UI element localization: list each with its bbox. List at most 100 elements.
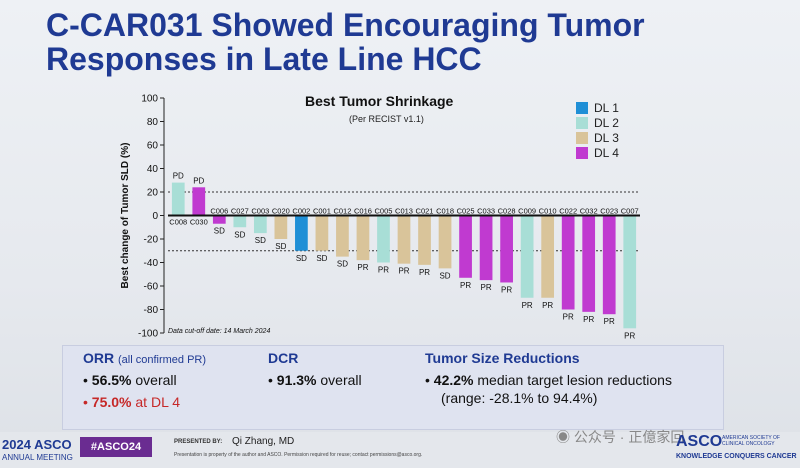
y-tick-label: -80: [144, 305, 159, 316]
y-tick-label: -40: [144, 258, 159, 269]
bar-id-label: C021: [416, 207, 434, 216]
bar-response-label: PD: [173, 172, 184, 181]
orr-dl4-label: at DL 4: [135, 394, 181, 410]
bar: [500, 215, 513, 283]
bar-id-label: C001: [313, 207, 331, 216]
bar: [212, 215, 226, 224]
chart-legend: DL 1 DL 2 DL 3 DL 4: [576, 100, 619, 160]
orr-overall-label: overall: [135, 372, 177, 388]
bar-response-label: PR: [398, 267, 409, 276]
bar-response-label: PR: [501, 285, 512, 294]
bar-id-label: C016: [354, 207, 372, 216]
presenter-name: Qi Zhang, MD: [232, 436, 295, 447]
legend-item-dl4: DL 4: [576, 145, 619, 160]
bar-id-label: C027: [231, 207, 249, 216]
bar-response-label: SD: [234, 230, 245, 239]
y-tick-label: 100: [141, 94, 158, 105]
bar-id-label: C013: [395, 207, 413, 216]
bar: [582, 215, 596, 312]
orr-block: ORR (all confirmed PR) • 56.5% overall •…: [83, 350, 206, 410]
y-tick-label: -100: [138, 329, 158, 340]
bar-response-label: PR: [419, 268, 430, 277]
bar-id-label: C032: [580, 207, 598, 216]
bar: [274, 215, 288, 239]
slide-title-line2: Responses in Late Line HCC: [46, 41, 482, 77]
bar-id-label: C010: [539, 207, 557, 216]
orr-overall: • 56.5% overall: [83, 372, 177, 388]
meeting-brand: ASCO: [34, 437, 72, 452]
watermark: ◉ 公众号 · 正億家回: [556, 427, 684, 447]
asco-logo: ASCO: [676, 433, 723, 450]
orr-dl4: • 75.0% at DL 4: [83, 394, 181, 410]
y-tick-label: 0: [152, 211, 158, 222]
bar-id-label: C018: [436, 207, 454, 216]
legend-label-dl4: DL 4: [594, 145, 619, 160]
bar-id-label: C023: [600, 207, 618, 216]
bar-response-label: SD: [337, 260, 348, 269]
bar-id-label: C033: [477, 207, 495, 216]
orr-dl4-value: 75.0%: [91, 394, 132, 410]
bar-response-label: PR: [563, 313, 574, 322]
orr-note: (all confirmed PR): [118, 354, 207, 366]
bar: [438, 215, 452, 269]
slide-title-line1: C-CAR031 Showed Encouraging Tumor: [46, 7, 645, 43]
y-axis-label: Best change of Tumor SLD (%): [120, 143, 131, 289]
bar-response-label: PR: [522, 301, 533, 310]
bar-id-label: C012: [333, 207, 351, 216]
bar-id-label: C008: [169, 218, 187, 227]
tsr-label: median target lesion reductions: [477, 372, 672, 388]
bar-response-label: PR: [624, 331, 635, 340]
bar: [233, 215, 247, 228]
bar-response-label: SD: [255, 236, 266, 245]
bar-response-label: SD: [275, 242, 286, 251]
bar: [561, 215, 575, 310]
bar-response-label: SD: [214, 227, 225, 236]
dcr-block: DCR • 91.3% overall: [268, 350, 362, 388]
legend-swatch-dl2: [576, 116, 588, 129]
legend-swatch-dl3: [576, 131, 588, 144]
bar-id-label: C025: [457, 207, 475, 216]
summary-panel: ORR (all confirmed PR) • 56.5% overall •…: [62, 345, 724, 430]
bar: [377, 215, 390, 263]
bar-response-label: PR: [542, 301, 553, 310]
bar-response-label: SD: [439, 271, 450, 280]
meeting-logo: 2024 ASCO: [2, 437, 72, 452]
bar-id-label: C022: [559, 207, 577, 216]
y-tick-label: 20: [147, 188, 159, 199]
bar-response-label: PR: [460, 281, 471, 290]
meeting-label: ANNUAL MEETING: [2, 453, 73, 462]
orr-title: ORR: [83, 350, 115, 366]
bar: [356, 215, 370, 261]
legend-label-dl2: DL 2: [594, 115, 619, 130]
legend-item-dl2: DL 2: [576, 115, 619, 130]
bar: [623, 215, 637, 329]
bar: [295, 215, 308, 251]
bar-response-label: PR: [481, 283, 492, 292]
tsr-range: (range: -28.1% to 94.4%): [441, 390, 598, 406]
legend-label-dl1: DL 1: [594, 100, 619, 115]
bar-id-label: C007: [621, 207, 639, 216]
bar: [253, 215, 267, 234]
bar-id-label: C006: [210, 207, 228, 216]
dcr-overall: • 91.3% overall: [268, 372, 362, 388]
bar-response-label: PR: [357, 263, 368, 272]
dcr-value: 91.3%: [276, 372, 317, 388]
dcr-label: overall: [320, 372, 362, 388]
slide-title: C-CAR031 Showed Encouraging Tumor Respon…: [46, 8, 746, 76]
bar-id-label: C030: [190, 218, 208, 227]
asco-tagline: KNOWLEDGE CONQUERS CANCER: [676, 453, 797, 460]
tsr-median: • 42.2% median target lesion reductions: [425, 372, 672, 388]
bar-response-label: PR: [378, 266, 389, 275]
bar-response-label: SD: [296, 254, 307, 263]
bar: [541, 215, 555, 298]
chart-title: Best Tumor Shrinkage: [305, 93, 454, 109]
bar-response-label: PR: [604, 317, 615, 326]
bar: [171, 182, 185, 216]
bar: [459, 215, 472, 278]
bar: [520, 215, 534, 298]
tsr-title: Tumor Size Reductions: [425, 350, 580, 366]
bar: [315, 215, 329, 251]
tsr-value: 42.2%: [433, 372, 474, 388]
bar-id-label: C002: [292, 207, 310, 216]
